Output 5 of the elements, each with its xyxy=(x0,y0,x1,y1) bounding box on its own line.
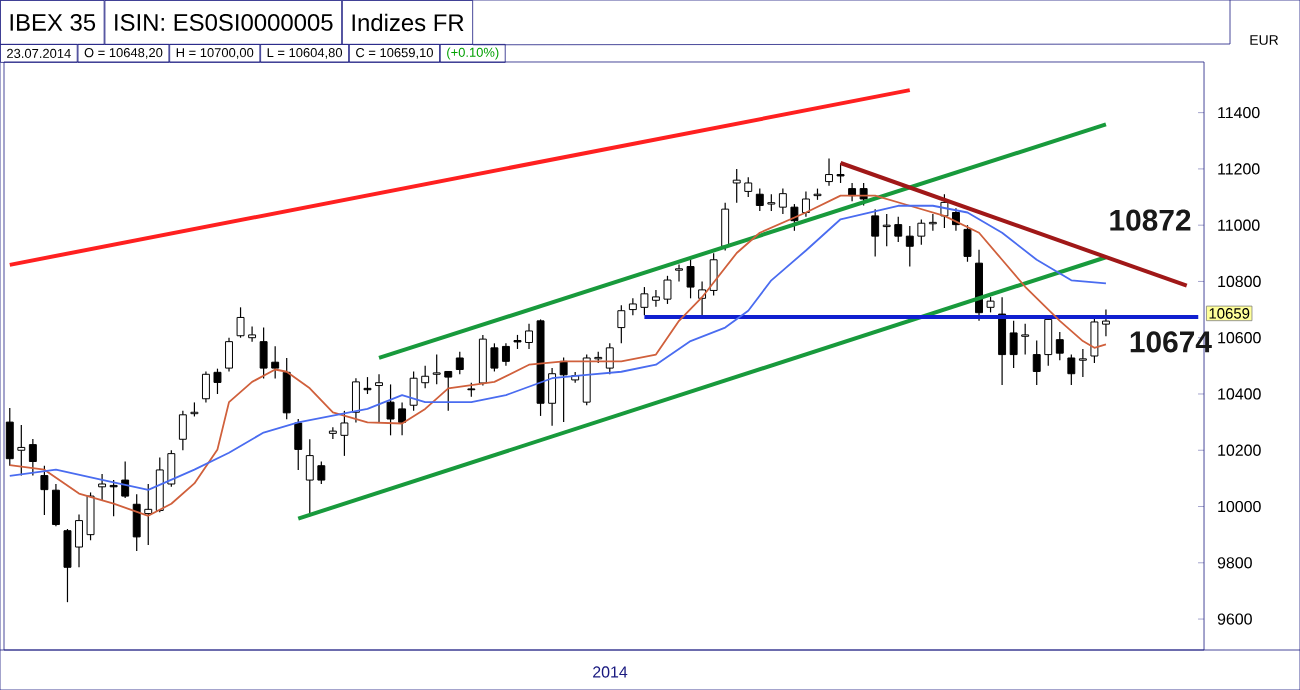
annotation: 10674 xyxy=(1130,331,1212,353)
annotation: 10872 xyxy=(1110,209,1191,231)
text: Indizes FR xyxy=(352,13,464,32)
chart-subtitle: ISIN: ES0SI0000005 xyxy=(115,13,333,31)
chart-title: IBEX 35 xyxy=(10,13,96,31)
